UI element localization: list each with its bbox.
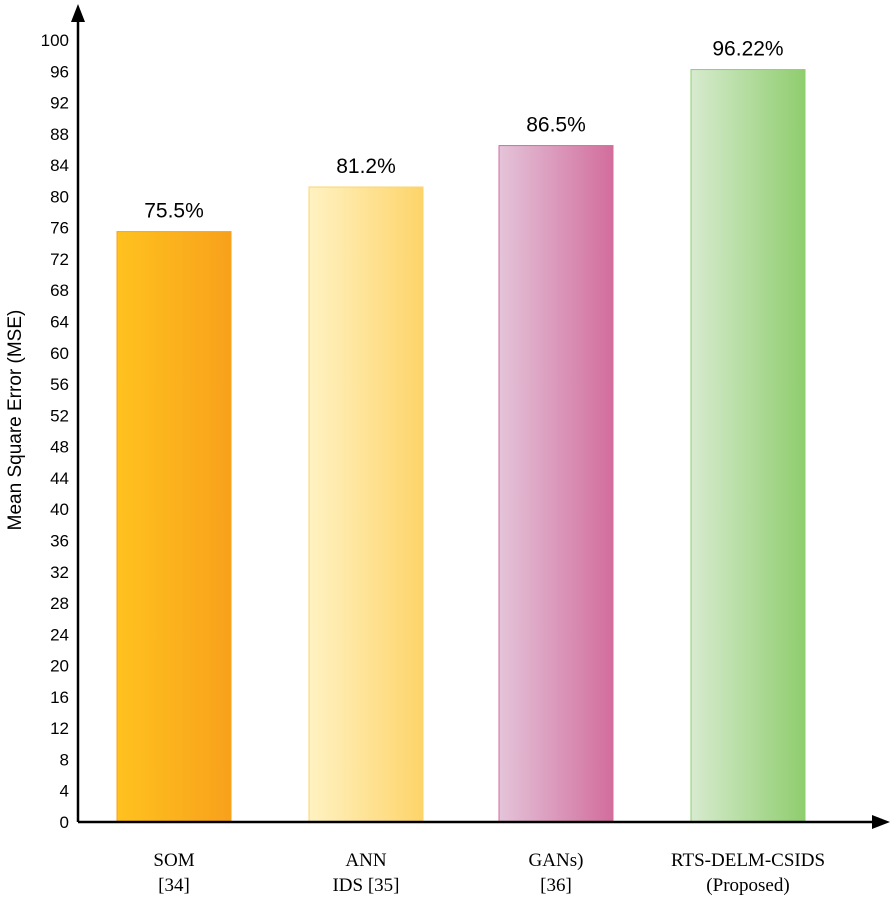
x-category-label: IDS [35] bbox=[332, 875, 399, 896]
y-tick-label: 100 bbox=[41, 31, 69, 50]
y-tick-label: 72 bbox=[50, 250, 69, 269]
y-tick-label: 60 bbox=[50, 344, 69, 363]
bar-value-label: 96.22% bbox=[712, 38, 783, 61]
y-tick-label: 32 bbox=[50, 563, 69, 582]
bar-value-label: 86.5% bbox=[526, 114, 586, 137]
value-labels-layer: 75.5% 81.2% 86.5% 96.22% bbox=[144, 38, 783, 223]
y-tick-label: 36 bbox=[50, 531, 69, 550]
y-tick-label: 44 bbox=[50, 469, 69, 488]
y-tick-label: 88 bbox=[50, 125, 69, 144]
y-tick-label: 52 bbox=[50, 406, 69, 425]
bar bbox=[498, 145, 614, 823]
x-category-label: ANN bbox=[345, 850, 386, 871]
x-category-label: RTS-DELM-CSIDS bbox=[671, 850, 825, 871]
axes bbox=[71, 4, 890, 829]
x-category-label: [36] bbox=[540, 875, 572, 896]
bars-layer bbox=[116, 69, 806, 823]
y-tick-label: 8 bbox=[60, 750, 69, 769]
y-tick-label: 56 bbox=[50, 375, 69, 394]
y-tick-label: 84 bbox=[50, 156, 69, 175]
y-tick-label: 4 bbox=[60, 782, 69, 801]
bar-value-label: 75.5% bbox=[144, 200, 204, 223]
x-category-label: [34] bbox=[158, 875, 190, 896]
y-tick-label: 92 bbox=[50, 94, 69, 113]
x-category-labels: SOM [34] ANN IDS [35] GANs) [36] RTS-DELM-CSID… bbox=[153, 850, 825, 896]
bar bbox=[116, 231, 232, 823]
y-tick-labels: 0481216202428323640444852566064687276808… bbox=[41, 31, 69, 832]
bar bbox=[308, 186, 424, 823]
y-tick-label: 0 bbox=[60, 813, 69, 832]
y-tick-label: 64 bbox=[50, 313, 69, 332]
y-tick-label: 24 bbox=[50, 625, 69, 644]
x-category-label: (Proposed) bbox=[706, 875, 789, 896]
y-tick-label: 96 bbox=[50, 62, 69, 81]
y-axis-arrow bbox=[71, 4, 85, 22]
y-tick-label: 40 bbox=[50, 500, 69, 519]
bar bbox=[690, 69, 806, 823]
y-tick-label: 80 bbox=[50, 187, 69, 206]
y-tick-label: 12 bbox=[50, 719, 69, 738]
y-tick-label: 16 bbox=[50, 688, 69, 707]
y-tick-label: 28 bbox=[50, 594, 69, 613]
x-axis-arrow bbox=[872, 815, 890, 829]
y-tick-label: 76 bbox=[50, 219, 69, 238]
y-tick-label: 48 bbox=[50, 438, 69, 457]
x-category-label: SOM bbox=[153, 850, 194, 871]
y-axis-title: Mean Square Error (MSE) bbox=[5, 310, 26, 531]
y-tick-label: 20 bbox=[50, 657, 69, 676]
y-tick-label: 68 bbox=[50, 281, 69, 300]
bar-value-label: 81.2% bbox=[336, 155, 396, 178]
x-category-label: GANs) bbox=[529, 850, 584, 871]
